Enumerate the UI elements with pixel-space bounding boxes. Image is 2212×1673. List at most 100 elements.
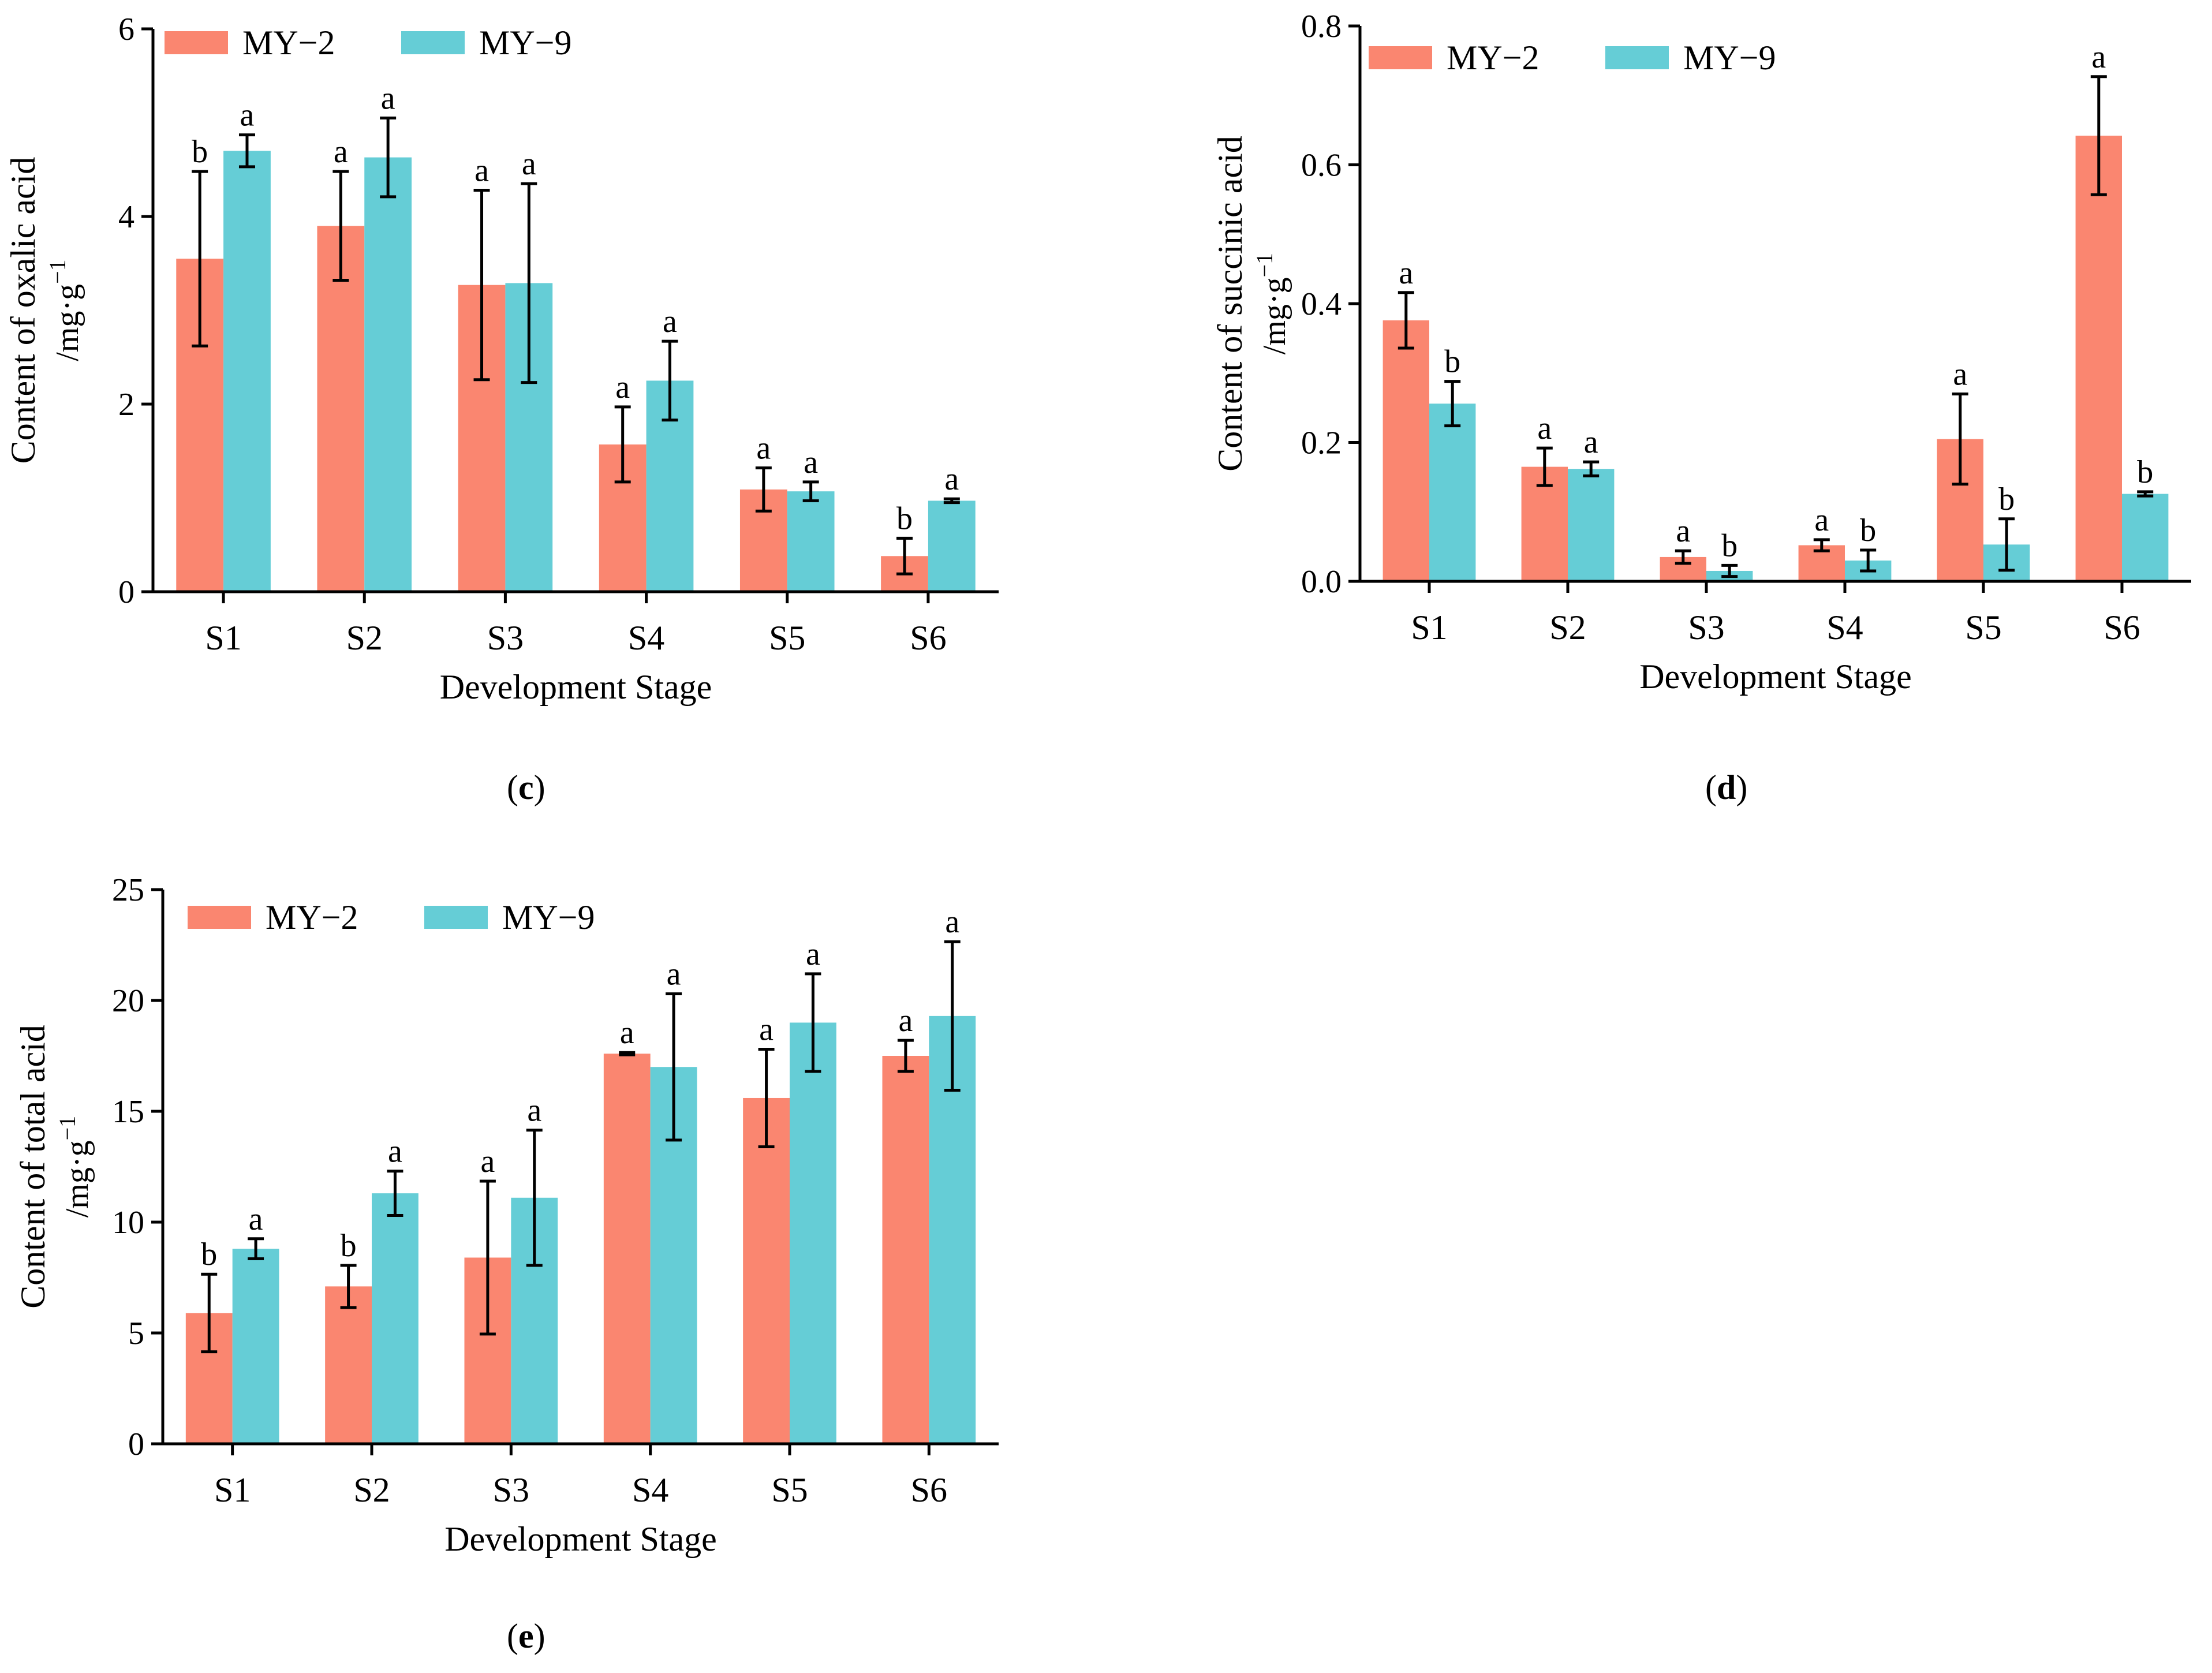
error-bar [1444, 380, 1461, 428]
error-bar [1813, 538, 1830, 552]
y-tick-label: 15 [112, 1094, 144, 1130]
significance-letter: a [944, 461, 959, 497]
significance-letter: a [1399, 255, 1413, 291]
legend-swatch-my-2 [188, 906, 251, 929]
error-bar [1583, 460, 1600, 477]
bar-my-9-s1 [1429, 404, 1476, 581]
y-tick-label: 25 [112, 872, 144, 908]
x-tick-label: S5 [769, 619, 805, 657]
significance-letter: a [663, 304, 677, 339]
legend-label-my-2: MY−2 [242, 24, 335, 62]
legend: MY−2 MY−9 [188, 898, 595, 936]
significance-letter: b [1860, 513, 1876, 548]
error-bar [896, 536, 913, 576]
error-bar [380, 116, 397, 199]
x-tick-label: S3 [487, 619, 524, 657]
significance-letter: a [759, 1011, 774, 1047]
error-bar [473, 189, 490, 382]
error-bar [943, 497, 960, 505]
significance-letter: a [388, 1134, 402, 1170]
y-axis-label: Content of total acid [14, 1025, 52, 1309]
significance-letter: a [381, 80, 395, 116]
legend: MY−2 MY−9 [1369, 39, 1776, 77]
x-tick-label: S1 [1411, 608, 1447, 647]
error-bar [805, 972, 821, 1073]
error-bar [666, 992, 682, 1142]
x-tick-label: S2 [1549, 608, 1586, 647]
y-tick-label: 2 [118, 387, 134, 423]
legend-swatch-my-9 [401, 31, 465, 54]
significance-letter: a [806, 936, 820, 972]
x-tick-label: S5 [1965, 608, 2001, 647]
legend-label-my-9: MY−9 [1683, 39, 1776, 77]
y-axis-unit-base: /mg·g [59, 1140, 95, 1218]
y-axis-unit: /mg·g−1 [44, 259, 85, 361]
significance-letter: a [2091, 39, 2106, 75]
y-tick-label: 5 [128, 1316, 144, 1351]
error-bar [614, 405, 631, 484]
significance-letter: b [1721, 528, 1738, 563]
y-tick-label: 0 [128, 1426, 144, 1462]
significance-letter: a [804, 445, 818, 480]
error-bar [201, 1272, 218, 1354]
significance-letter: b [341, 1228, 357, 1264]
bar-my-2-s2 [325, 1286, 372, 1444]
error-bar [192, 170, 208, 348]
x-tick-label: S4 [628, 619, 664, 657]
significance-letter: b [201, 1237, 217, 1272]
error-bar [526, 1129, 543, 1267]
y-axis-unit-base: /mg·g [50, 284, 85, 361]
error-bar [332, 170, 349, 282]
x-tick-label: S4 [632, 1471, 668, 1509]
error-bar [1860, 548, 1877, 573]
bar-my-9-s6 [2122, 494, 2169, 581]
y-tick-label: 20 [112, 983, 144, 1019]
significance-letter: a [1814, 502, 1829, 538]
error-bar [1398, 291, 1414, 350]
x-axis-label: Development Stage [1639, 658, 1912, 696]
x-tick-label: S3 [493, 1471, 529, 1509]
bar-my-2-s2 [317, 226, 365, 592]
x-tick-label: S6 [911, 1471, 947, 1509]
error-bar [802, 480, 819, 502]
error-bar [387, 1170, 403, 1217]
y-axis-unit-exponent: −1 [54, 1116, 80, 1141]
legend-label-my-9: MY−9 [502, 898, 595, 936]
legend: MY−2 MY−9 [165, 24, 572, 62]
significance-letter: a [527, 1093, 541, 1129]
bar-my-9-s2 [372, 1193, 419, 1444]
significance-letter: a [620, 1015, 634, 1051]
significance-letter: b [1998, 481, 2015, 517]
x-axis-label: Development Stage [444, 1520, 717, 1558]
significance-letter: a [1953, 356, 1967, 392]
legend-swatch-my-2 [1369, 46, 1432, 69]
bar-my-2-s5 [743, 1097, 790, 1444]
error-bar [340, 1264, 357, 1309]
bar-my-9-s2 [364, 157, 412, 592]
error-bar [897, 1039, 914, 1073]
x-tick-label: S5 [771, 1471, 808, 1509]
y-axis-unit-exponent: −1 [1251, 253, 1277, 278]
bar-my-2-s1 [1383, 320, 1429, 581]
y-tick-label: 0.0 [1301, 564, 1342, 600]
legend-swatch-my-9 [424, 906, 488, 929]
error-bar [944, 940, 961, 1092]
x-tick-label: S3 [1688, 608, 1724, 647]
x-tick-label: S6 [910, 619, 946, 657]
y-axis-label: Content of oxalic acid [4, 157, 42, 464]
error-bar [755, 466, 772, 513]
bar-my-9-s6 [928, 501, 976, 592]
significance-letter: b [2137, 454, 2153, 490]
significance-letter: a [240, 98, 255, 133]
bar-my-9-s5 [787, 491, 835, 592]
error-bar [479, 1179, 496, 1336]
legend-label-my-2: MY−2 [266, 898, 358, 936]
x-axis-label: Development Stage [440, 668, 712, 706]
error-bar [619, 1051, 636, 1056]
legend-label-my-9: MY−9 [479, 24, 572, 62]
error-bar [662, 339, 678, 422]
panel-label-c: (c) [507, 768, 545, 806]
